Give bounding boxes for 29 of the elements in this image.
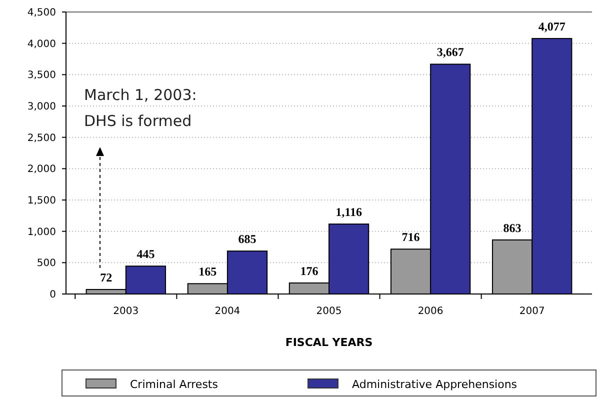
y-tick-label: 4,500 [27,8,56,18]
legend-label: Criminal Arrests [130,378,218,391]
data-label: 445 [136,247,155,262]
x-tick-label: 2005 [316,306,342,317]
data-label: 716 [402,230,420,244]
x-tick-label: 2007 [519,306,545,317]
data-label: 1,116 [336,205,362,220]
y-tick-label: 2,500 [27,132,56,144]
y-tick-label: 500 [36,258,56,270]
data-label: 176 [300,264,318,278]
y-tick-label: 3,000 [27,102,56,112]
data-label: 72 [100,270,112,284]
annotation: March 1, 2003: DHS is formed [84,86,197,130]
legend-label: Administrative Apprehensions [352,378,518,391]
x-axis-title: FISCAL YEARS [285,336,373,349]
y-tick-label: 3,500 [27,70,56,82]
data-label: 3,667 [436,45,464,60]
y-tick-label: 1,500 [27,196,56,206]
data-label: 863 [503,220,522,235]
data-label: 165 [198,264,217,279]
y-tick-label: 1,000 [27,226,56,238]
x-tick-label: 2003 [113,306,139,317]
x-tick-label: 2004 [214,306,240,317]
y-tick-label: 2,000 [27,164,56,176]
data-label: 685 [238,232,256,246]
y-tick-label: 0 [50,290,56,300]
x-tick-label: 2006 [418,306,444,317]
data-label: 4,077 [538,20,566,34]
y-tick-label: 4,000 [27,38,56,50]
